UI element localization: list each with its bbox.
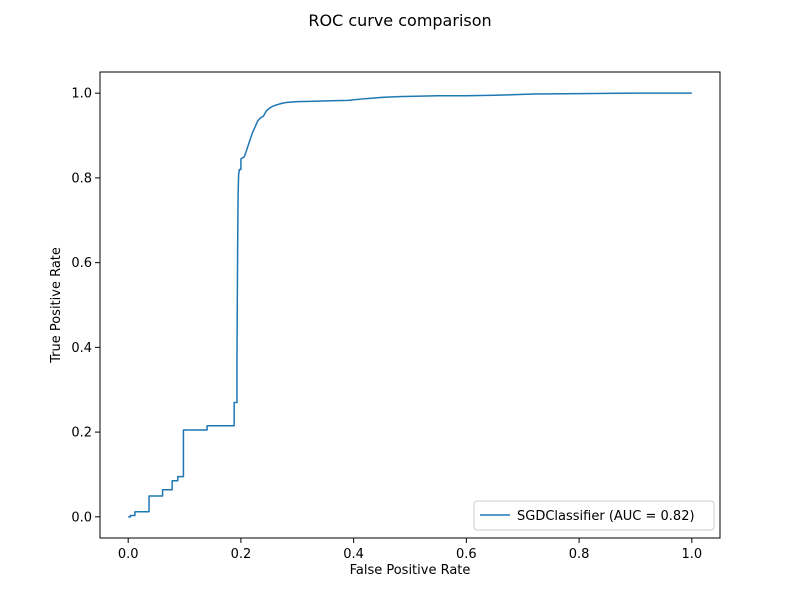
x-tick-label: 0.6 [456, 547, 477, 562]
legend-label-sgdclassifier: SGDClassifier (AUC = 0.82) [517, 509, 695, 524]
plot-area-frame [99, 71, 721, 539]
x-tick-label: 0.2 [231, 547, 252, 562]
y-tick-label: 0.6 [71, 256, 92, 271]
x-axis-label: False Positive Rate [350, 563, 471, 578]
y-axis-ticks: 0.0 0.2 0.4 0.6 0.8 1.0 [71, 87, 100, 525]
series-layer [128, 92, 692, 518]
y-tick-label: 0.0 [71, 510, 92, 525]
x-tick-label: 1.0 [681, 547, 702, 562]
x-tick-label: 0.8 [569, 547, 590, 562]
y-tick-label: 0.8 [71, 171, 92, 186]
legend-box [473, 500, 715, 531]
legend: SGDClassifier (AUC = 0.82) [473, 500, 715, 531]
x-tick-label: 0.4 [343, 547, 364, 562]
x-tick-label: 0.0 [118, 547, 139, 562]
y-axis-label: True Positive Rate [49, 247, 64, 364]
chart-title: ROC curve comparison [308, 11, 491, 30]
roc-curve-line-series-0 [128, 92, 692, 518]
y-tick-label: 0.2 [71, 426, 92, 441]
x-axis-ticks: 0.0 0.2 0.4 0.6 0.8 1.0 [118, 538, 702, 562]
y-tick-label: 1.0 [71, 87, 92, 102]
y-tick-label: 0.4 [71, 341, 92, 356]
